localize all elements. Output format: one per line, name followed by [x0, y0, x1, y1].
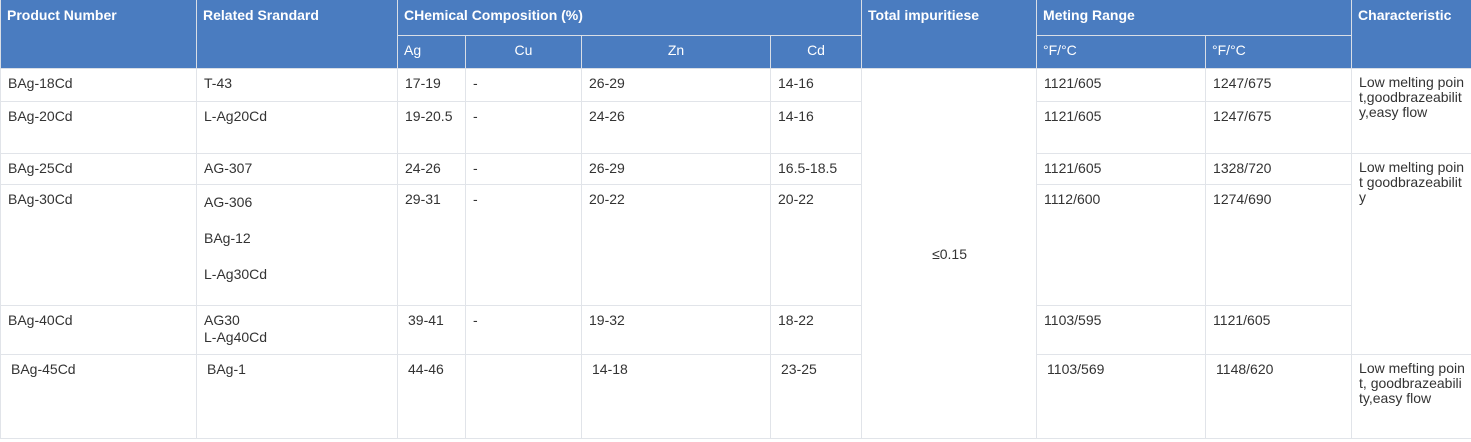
related-standard-cell: AG-306 BAg-12 L-Ag30Cd — [196, 183, 398, 306]
header-melting-range: Meting Range — [1036, 0, 1353, 36]
product-number-cell: BAg-45Cd — [0, 353, 197, 439]
liquidus-cell: 1121/605 — [1205, 304, 1353, 355]
table-row: BAg-30Cd AG-306 BAg-12 L-Ag30Cd 29-31 - … — [0, 183, 1471, 306]
solidus-cell: 1112/600 — [1036, 183, 1207, 306]
solidus-cell: 1121/605 — [1036, 100, 1207, 154]
cd-cell: 14-16 — [769, 100, 863, 154]
header-cu: Cu — [465, 35, 582, 69]
header-related-standard: Related Srandard — [196, 0, 398, 69]
product-number-cell: BAg-25Cd — [0, 152, 197, 185]
table-header: Product Number Related Srandard CHemical… — [0, 0, 1471, 69]
cd-cell: 23-25 — [769, 353, 863, 439]
cd-cell: 14-16 — [769, 67, 863, 102]
solidus-cell: 1103/569 — [1036, 353, 1207, 439]
solidus-cell: 1103/595 — [1036, 304, 1207, 355]
table-row: BAg-20Cd L-Ag20Cd 19-20.5 - 24-26 14-16 … — [0, 100, 1471, 154]
characteristic-cell: Low melting point goodbrazeability — [1351, 152, 1471, 355]
cu-cell: - — [465, 152, 582, 185]
product-number-cell: BAg-20Cd — [0, 100, 197, 154]
zn-cell: 26-29 — [581, 152, 771, 185]
related-standard-cell: T-43 — [196, 67, 398, 102]
table-body: BAg-18Cd T-43 17-19 - 26-29 14-16 ≤0.15 … — [0, 67, 1471, 439]
related-standard-line: AG-306 — [204, 193, 253, 210]
header-product-number: Product Number — [0, 0, 197, 69]
product-number-cell: BAg-18Cd — [0, 67, 197, 102]
product-number-cell: BAg-40Cd — [0, 304, 197, 355]
related-standard-line: AG30 — [204, 311, 240, 328]
liquidus-cell: 1148/620 — [1205, 353, 1353, 439]
ag-cell: 39-41 — [397, 304, 466, 355]
related-standard-line: L-Ag30Cd — [204, 265, 268, 282]
liquidus-cell: 1328/720 — [1205, 152, 1353, 185]
zn-cell: 26-29 — [581, 67, 771, 102]
ag-cell: 44-46 — [397, 353, 466, 439]
table-row: BAg-18Cd T-43 17-19 - 26-29 14-16 ≤0.15 … — [0, 67, 1471, 439]
header-total-impurities: Total impuritiese — [861, 0, 1038, 69]
liquidus-cell: 1247/675 — [1205, 100, 1353, 154]
related-standard-cell: AG-307 — [196, 152, 398, 185]
table-row: BAg-25Cd AG-307 24-26 - 26-29 16.5-18.5 … — [0, 152, 1471, 355]
ag-cell: 24-26 — [397, 152, 466, 185]
cu-cell: - — [465, 67, 582, 102]
table-row: BAg-45Cd BAg-1 44-46 14-18 23-25 1103/56… — [0, 353, 1471, 439]
zn-cell: 19-32 — [581, 304, 771, 355]
header-solidus-unit: °F/°C — [1036, 35, 1207, 69]
header-cd: Cd — [769, 35, 863, 69]
total-impurities-cell: ≤0.15 — [861, 67, 1038, 439]
ag-cell: 19-20.5 — [397, 100, 466, 154]
cu-cell — [465, 353, 582, 439]
characteristic-cell: Low mefting point, goodbrazeability,easy… — [1351, 353, 1471, 439]
related-standard-line: L-Ag40Cd — [204, 328, 268, 345]
header-zn: Zn — [581, 35, 771, 69]
header-chemical-composition: CHemical Composition (%) — [396, 0, 863, 36]
zn-cell: 24-26 — [581, 100, 771, 154]
header-liquidus-unit: °F/°C — [1205, 35, 1353, 69]
cd-cell: 20-22 — [769, 183, 863, 306]
header-ag: Ag — [397, 35, 466, 69]
cu-cell: - — [465, 100, 582, 154]
liquidus-cell: 1274/690 — [1205, 183, 1353, 306]
ag-cell: 29-31 — [397, 183, 466, 306]
product-number-cell: BAg-30Cd — [0, 183, 197, 306]
zn-cell: 14-18 — [581, 353, 771, 439]
related-standard-cell: BAg-1 — [196, 353, 398, 439]
characteristic-cell: Low melting point,goodbrazeability,easy … — [1351, 67, 1471, 154]
zn-cell: 20-22 — [581, 183, 771, 306]
header-characteristic: Characteristic — [1351, 0, 1471, 69]
related-standard-cell: L-Ag20Cd — [196, 100, 398, 154]
related-standard-line: BAg-12 — [204, 229, 251, 246]
table-row: BAg-40Cd AG30 L-Ag40Cd 39-41 - 19-32 18-… — [0, 304, 1471, 355]
solidus-cell: 1121/605 — [1036, 67, 1207, 102]
cu-cell: - — [465, 304, 582, 355]
related-standard-cell: AG30 L-Ag40Cd — [196, 304, 398, 355]
ag-cell: 17-19 — [397, 67, 466, 102]
solidus-cell: 1121/605 — [1036, 152, 1207, 185]
cd-cell: 16.5-18.5 — [769, 152, 863, 185]
cd-cell: 18-22 — [769, 304, 863, 355]
liquidus-cell: 1247/675 — [1205, 67, 1353, 102]
cu-cell: - — [465, 183, 582, 306]
